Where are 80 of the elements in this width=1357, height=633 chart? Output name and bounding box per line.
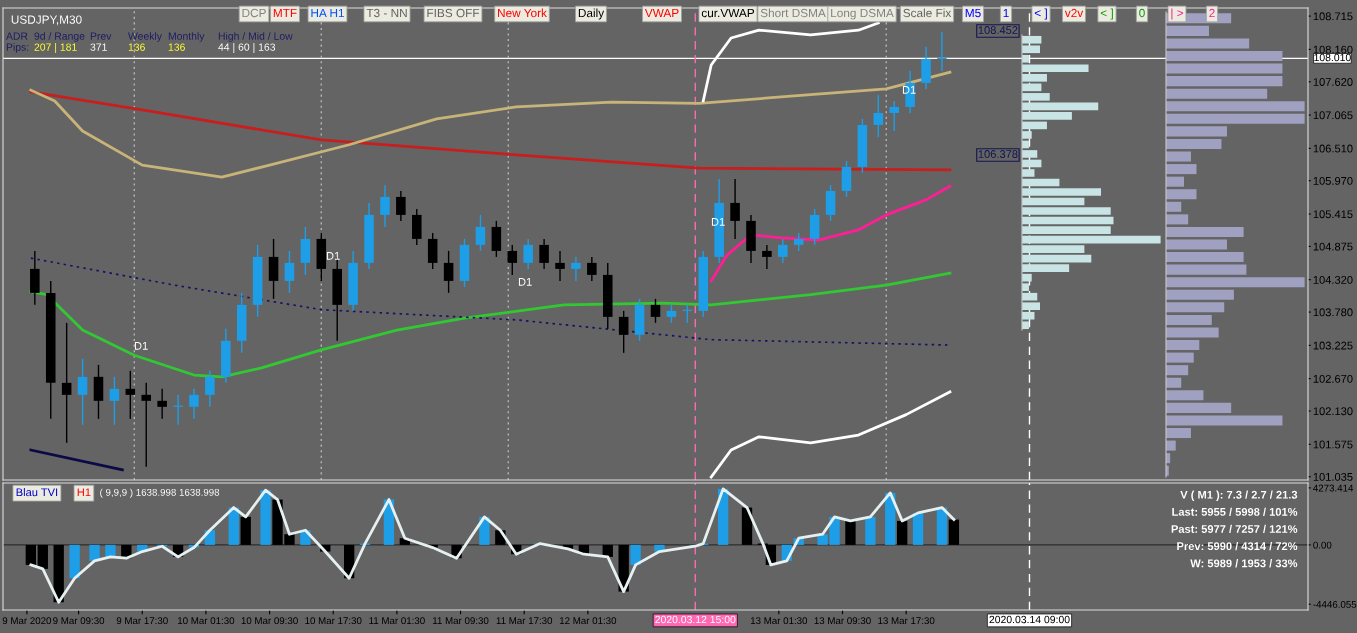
annotation: MTF [273,8,297,18]
y-tick-label: 0.00 [1313,541,1332,549]
annotation: 2 [1209,8,1215,18]
x-tick-label: 13 Mar 01:30 [750,617,808,625]
text: USDJPY,M30 [11,15,82,26]
annotation: Prev: 5990 / 4314 / 72% [1177,541,1298,551]
x-tick-label: 10 Mar 09:30 [241,617,298,625]
annotation: Prev [90,32,112,40]
y-tick-label: 106.510 [1313,144,1353,153]
y-tick-label: 102.670 [1313,374,1353,383]
annotation: W: 5989 / 1953 / 33% [1190,559,1298,568]
annotation: Monthly [168,32,205,42]
annotation: 44 | 60 | 163 [218,43,276,53]
annotation: M5 [965,8,981,18]
x-tick-label: 10 Mar 17:30 [305,617,362,625]
ref-line-label: 108.010 [1314,53,1351,62]
x-tick-label: 11 Mar 01:30 [369,617,425,625]
y-tick-label: 107.065 [1313,111,1353,120]
y-tick-label: 102.130 [1313,407,1353,416]
annotation: Weekly [128,32,162,42]
annotation: 1 [1003,8,1009,18]
annotation: T3 - NN [366,8,407,18]
annotation: Short DSMA [760,8,826,18]
annotation: < ] [1100,8,1113,20]
annotation: ( 9,9,9 ) 1638.998 1638.998 [100,488,220,498]
y-tick-label: 101.035 [1313,472,1353,481]
x-tick-label: 9 Mar 09:30 [53,617,105,625]
annotation: HA H1 [311,8,344,18]
ref-line-label: 2020.03.14 09:00 [989,615,1070,624]
x-tick-label: 9 Mar 17:30 [116,617,168,625]
y-tick-label: 107.620 [1313,78,1353,86]
annotation: DCP [242,8,266,18]
y-tick-label: 101.575 [1313,440,1353,449]
annotation: v2v [1064,8,1084,18]
x-tick-label: 13 Mar 17:30 [878,617,935,625]
annotation: D1 [518,278,532,286]
x-tick-label: 12 Mar 01:30 [559,617,617,625]
y-tick-label: 104.875 [1313,242,1353,251]
y-tick-label: 105.415 [1313,210,1353,219]
y-tick-label: 108.715 [1313,12,1353,21]
annotation: 371 [90,43,107,51]
y-tick-label: 105.970 [1313,176,1353,185]
annotation: D1 [326,252,340,260]
annotation: High / Mid / Low [218,32,293,42]
y-tick-label: 108.160 [1313,45,1353,54]
y-tick-label: -4446.055 [1313,600,1357,608]
annotation: < ] [1034,8,1047,20]
annotation: 106.378 [978,150,1018,158]
x-tick-label: 11 Mar 09:30 [433,617,489,625]
x-tick-label: 11 Mar 17:30 [496,617,553,625]
annotation: Pips: [6,43,29,53]
annotation: 9d / Range [34,32,85,42]
annotation: VWAP [644,8,679,18]
y-tick-label: 103.780 [1313,308,1353,317]
annotation: H1 [77,488,91,497]
annotation: | > [1171,8,1184,20]
annotation: New York [498,8,547,18]
annotation: Last: 5955 / 5998 / 101% [1172,507,1298,516]
y-tick-label: 4273.414 [1313,484,1354,492]
annotation: ADR [6,32,28,40]
y-tick-label: 104.320 [1313,275,1353,284]
y-tick-label: 103.225 [1313,341,1353,350]
annotation: Long DSMA [831,8,894,20]
chart-title: Blau TVI [16,487,58,497]
ref-line-label: 2020.03.12 15:00 [655,615,736,624]
annotation: D1 [134,342,148,350]
x-tick-label: 10 Mar 01:30 [178,617,235,625]
annotation: 207 | 181 [34,43,77,53]
annotation: 136 [128,43,145,51]
annotation: 136 [168,43,185,51]
x-tick-label: 9 Mar 2020 [2,617,52,625]
annotation: Scale Fix [903,8,952,18]
annotation: cur.VWAP [701,8,755,18]
annotation: FIBS OFF [427,8,480,18]
annotation: V ( M1 ): 7.3 / 2.7 / 21.3 [1180,490,1298,501]
x-tick-label: 13 Mar 09:30 [814,617,871,625]
annotation: Past: 5977 / 7257 / 121% [1171,524,1298,534]
annotation: 0 [1139,8,1145,18]
annotation: Daily [578,8,605,20]
annotation: 108.452 [978,26,1018,34]
